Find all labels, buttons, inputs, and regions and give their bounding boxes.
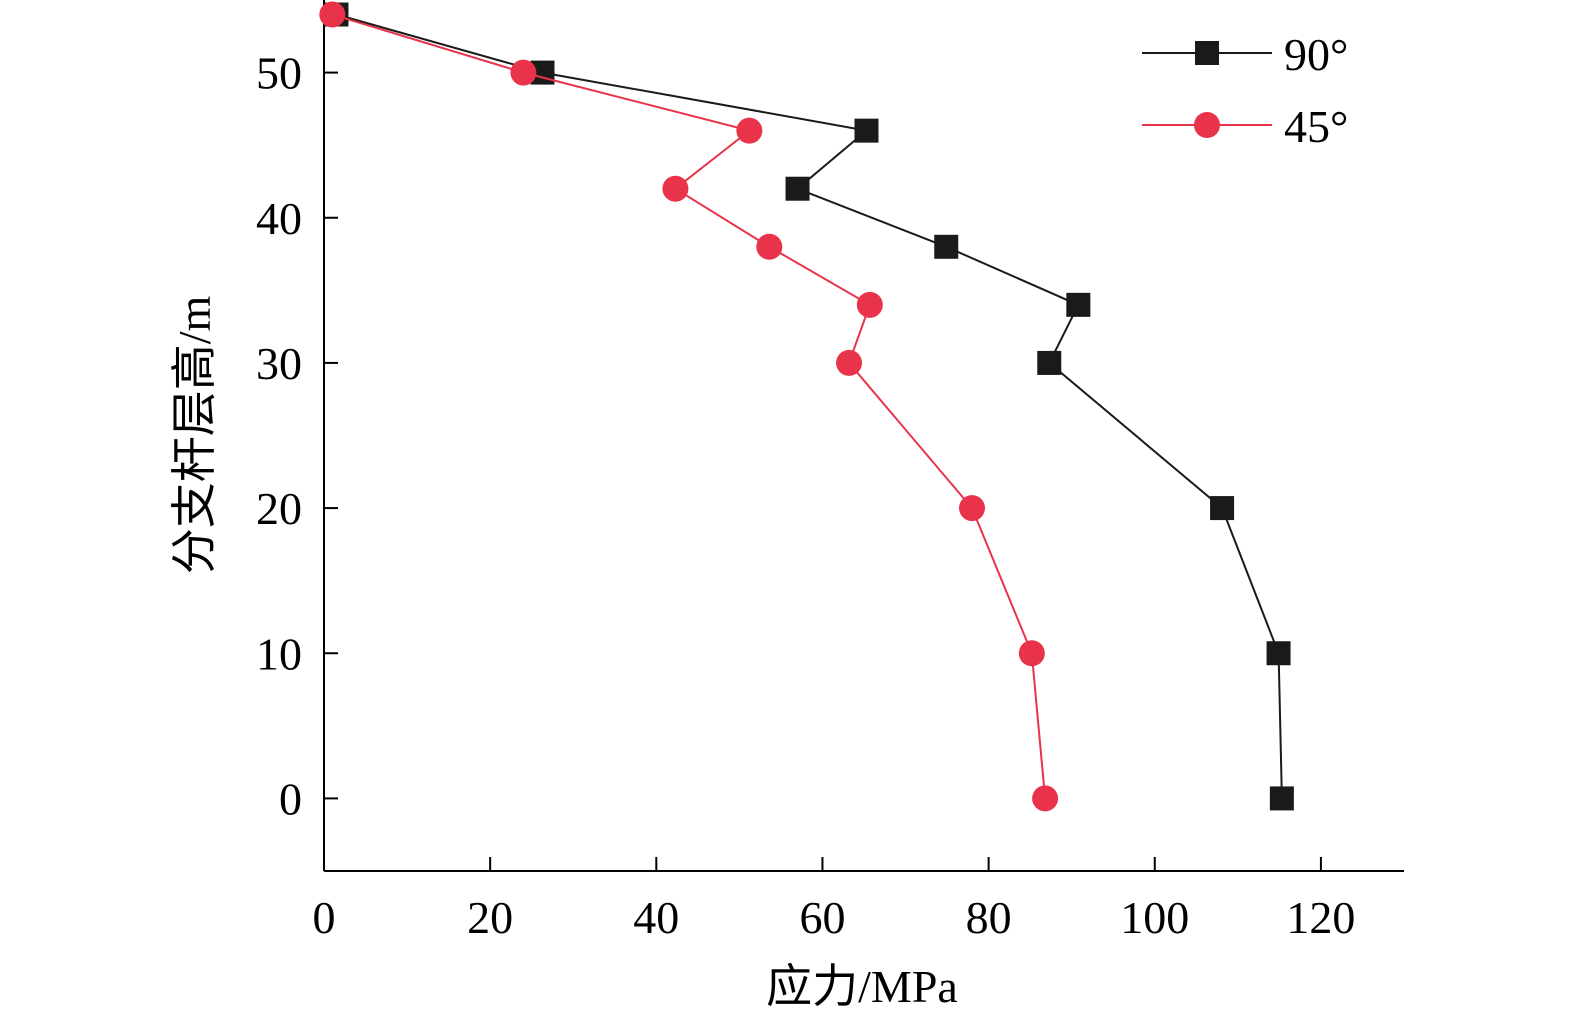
data-point xyxy=(756,233,783,260)
ticks: 0 20 40 60 80 100 120 0 10 20 30 40 50 xyxy=(256,48,1355,943)
data-point xyxy=(662,175,689,202)
data-point xyxy=(1066,292,1091,317)
legend-marker xyxy=(1194,112,1220,138)
data-point xyxy=(934,234,959,259)
x-tick-label: 20 xyxy=(467,892,513,943)
data-point xyxy=(1018,640,1045,667)
y-tick-label: 20 xyxy=(256,483,302,534)
data-point xyxy=(1210,496,1235,521)
x-tick-label: 0 xyxy=(313,892,336,943)
legend-item: 90° xyxy=(1142,29,1348,80)
data-point xyxy=(959,495,985,522)
data-point xyxy=(836,349,863,376)
x-tick-label: 60 xyxy=(799,892,845,943)
x-tick-label: 120 xyxy=(1286,892,1355,943)
data-point xyxy=(510,59,537,86)
axes xyxy=(323,0,1404,872)
series-2 xyxy=(319,1,1059,812)
data-point xyxy=(1032,785,1059,812)
x-axis-title: 应力/MPa xyxy=(766,961,958,1012)
series-line xyxy=(332,13,1047,799)
data-point xyxy=(856,291,883,318)
data-point xyxy=(1037,350,1062,375)
x-tick-label: 40 xyxy=(633,892,679,943)
series-line xyxy=(336,13,1283,799)
data-point xyxy=(785,176,810,201)
data-point xyxy=(319,1,346,28)
data-point xyxy=(1266,641,1291,666)
y-tick-label: 50 xyxy=(256,48,302,99)
legend-label: 90° xyxy=(1284,29,1348,80)
legend: 90°45° xyxy=(1142,29,1348,152)
x-tick-label: 100 xyxy=(1120,892,1189,943)
legend-label: 45° xyxy=(1284,101,1348,152)
x-tick-label: 80 xyxy=(966,892,1012,943)
y-axis-title: 分支杆层高/m xyxy=(169,296,220,575)
legend-item: 45° xyxy=(1142,101,1348,152)
data-point xyxy=(854,118,879,143)
series-layer xyxy=(319,1,1294,812)
data-point xyxy=(736,117,763,144)
y-tick-label: 30 xyxy=(256,338,302,389)
data-point xyxy=(1269,786,1294,811)
series-1 xyxy=(324,2,1294,811)
y-tick-label: 0 xyxy=(279,773,302,824)
y-tick-label: 10 xyxy=(256,628,302,679)
legend-marker xyxy=(1195,41,1219,65)
y-tick-label: 40 xyxy=(256,193,302,244)
